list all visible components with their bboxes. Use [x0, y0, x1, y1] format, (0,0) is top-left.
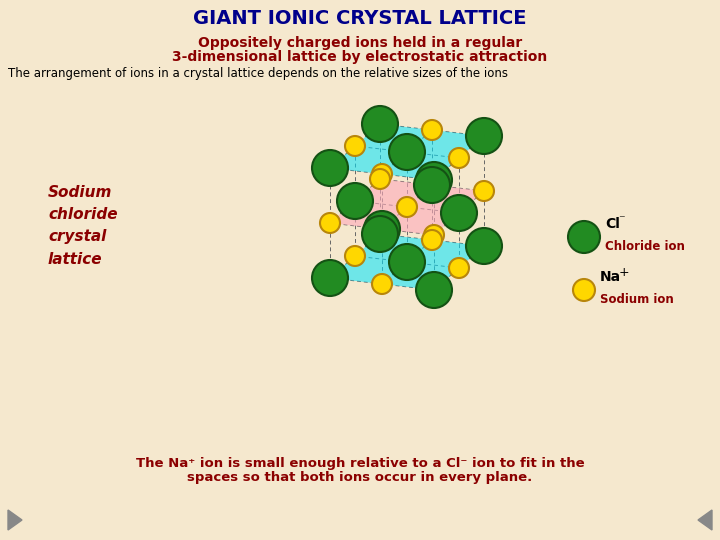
- Text: Cl: Cl: [605, 217, 620, 231]
- Circle shape: [573, 279, 595, 301]
- Text: Na: Na: [600, 270, 621, 284]
- Circle shape: [397, 197, 417, 217]
- Circle shape: [416, 272, 452, 308]
- Text: Oppositely charged ions held in a regular: Oppositely charged ions held in a regula…: [198, 36, 522, 50]
- Text: The arrangement of ions in a crystal lattice depends on the relative sizes of th: The arrangement of ions in a crystal lat…: [8, 66, 508, 79]
- Text: Sodium
chloride
crystal
lattice: Sodium chloride crystal lattice: [48, 185, 117, 267]
- Circle shape: [466, 228, 502, 264]
- Text: The Na⁺ ion is small enough relative to a Cl⁻ ion to fit in the: The Na⁺ ion is small enough relative to …: [135, 456, 585, 469]
- Circle shape: [320, 213, 340, 233]
- Circle shape: [441, 195, 477, 231]
- Circle shape: [416, 162, 452, 198]
- Circle shape: [372, 274, 392, 294]
- Circle shape: [345, 136, 365, 156]
- Circle shape: [389, 134, 425, 170]
- Circle shape: [422, 120, 442, 140]
- Circle shape: [466, 118, 502, 154]
- Text: ⁻: ⁻: [618, 213, 625, 226]
- Circle shape: [389, 244, 425, 280]
- Circle shape: [345, 246, 365, 266]
- Circle shape: [474, 181, 494, 201]
- Circle shape: [414, 167, 450, 203]
- Polygon shape: [330, 234, 484, 290]
- Circle shape: [422, 230, 442, 250]
- Circle shape: [424, 225, 444, 245]
- Text: GIANT IONIC CRYSTAL LATTICE: GIANT IONIC CRYSTAL LATTICE: [193, 9, 527, 28]
- Polygon shape: [698, 510, 712, 530]
- Polygon shape: [330, 124, 484, 180]
- Circle shape: [372, 164, 392, 184]
- Circle shape: [362, 216, 398, 252]
- Circle shape: [362, 106, 398, 142]
- Text: Sodium ion: Sodium ion: [600, 293, 674, 306]
- Circle shape: [370, 169, 390, 189]
- Circle shape: [312, 260, 348, 296]
- Circle shape: [364, 211, 400, 247]
- Text: Chloride ion: Chloride ion: [605, 240, 685, 253]
- Text: spaces so that both ions occur in every plane.: spaces so that both ions occur in every …: [187, 471, 533, 484]
- Text: +: +: [619, 266, 629, 279]
- Polygon shape: [8, 510, 22, 530]
- Circle shape: [568, 221, 600, 253]
- Circle shape: [337, 183, 373, 219]
- Circle shape: [449, 148, 469, 168]
- Polygon shape: [330, 179, 484, 235]
- Text: 3-dimensional lattice by electrostatic attraction: 3-dimensional lattice by electrostatic a…: [172, 50, 548, 64]
- Circle shape: [312, 150, 348, 186]
- Circle shape: [449, 258, 469, 278]
